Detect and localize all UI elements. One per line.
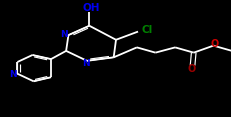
Text: Cl: Cl (141, 25, 152, 35)
Text: N: N (82, 59, 89, 68)
Text: O: O (209, 38, 217, 49)
Text: OH: OH (82, 3, 100, 13)
Text: N: N (60, 30, 67, 39)
Text: N: N (9, 70, 16, 79)
Text: O: O (186, 64, 195, 74)
